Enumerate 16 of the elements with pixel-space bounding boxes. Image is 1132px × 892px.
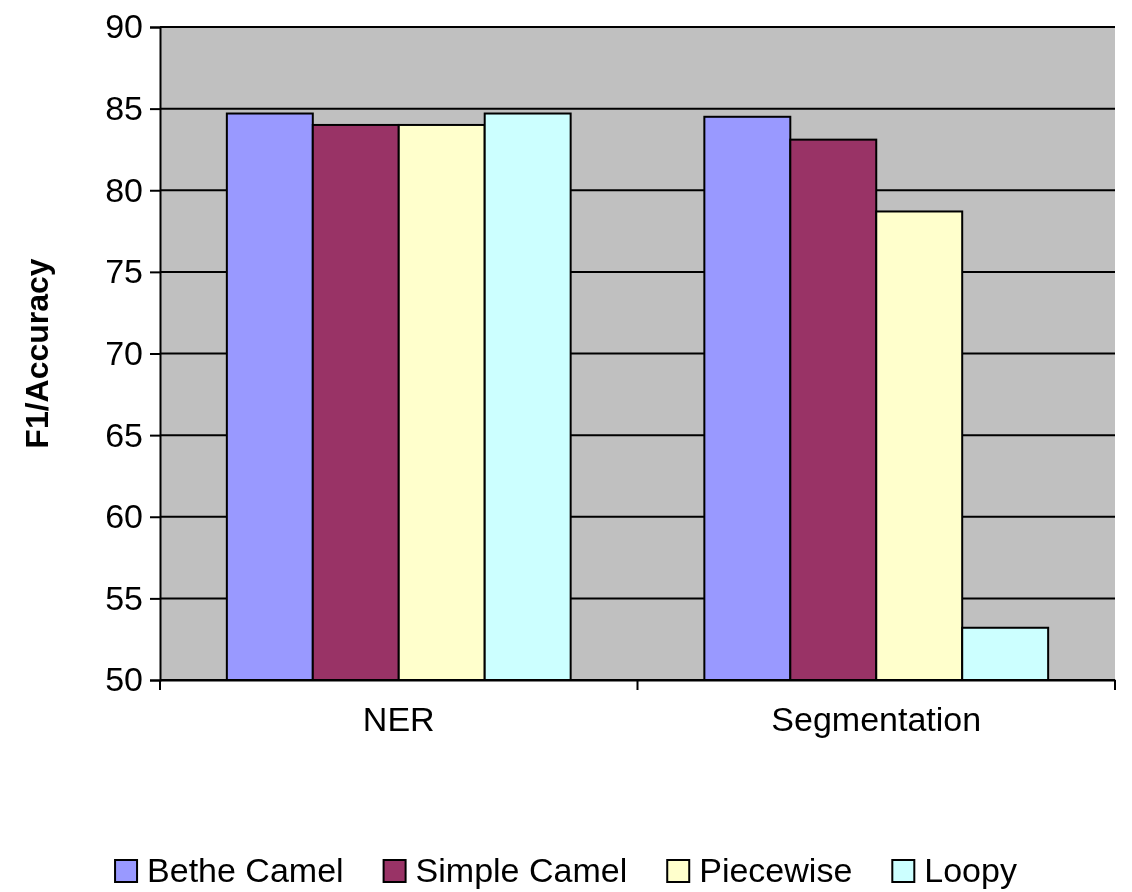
y-tick-label: 85 xyxy=(105,89,143,128)
x-tick-label: Segmentation xyxy=(771,700,982,738)
legend-label: Simple Camel xyxy=(415,851,628,889)
legend-label: Loopy xyxy=(924,851,1017,889)
y-tick-label: 50 xyxy=(105,660,143,699)
y-tick-label: 55 xyxy=(105,578,143,617)
y-tick-label: 90 xyxy=(105,7,143,46)
y-tick-label: 65 xyxy=(105,415,143,454)
y-tick-label: 80 xyxy=(105,170,143,209)
y-tick-label: 60 xyxy=(105,497,143,536)
legend-label: Piecewise xyxy=(699,851,853,889)
x-tick-label: NER xyxy=(362,700,435,738)
y-tick-label: 70 xyxy=(105,333,143,372)
y-axis-title: F1/Accuracy xyxy=(19,258,55,449)
legend-label: Bethe Camel xyxy=(147,851,344,889)
y-tick-label: 75 xyxy=(105,252,143,291)
